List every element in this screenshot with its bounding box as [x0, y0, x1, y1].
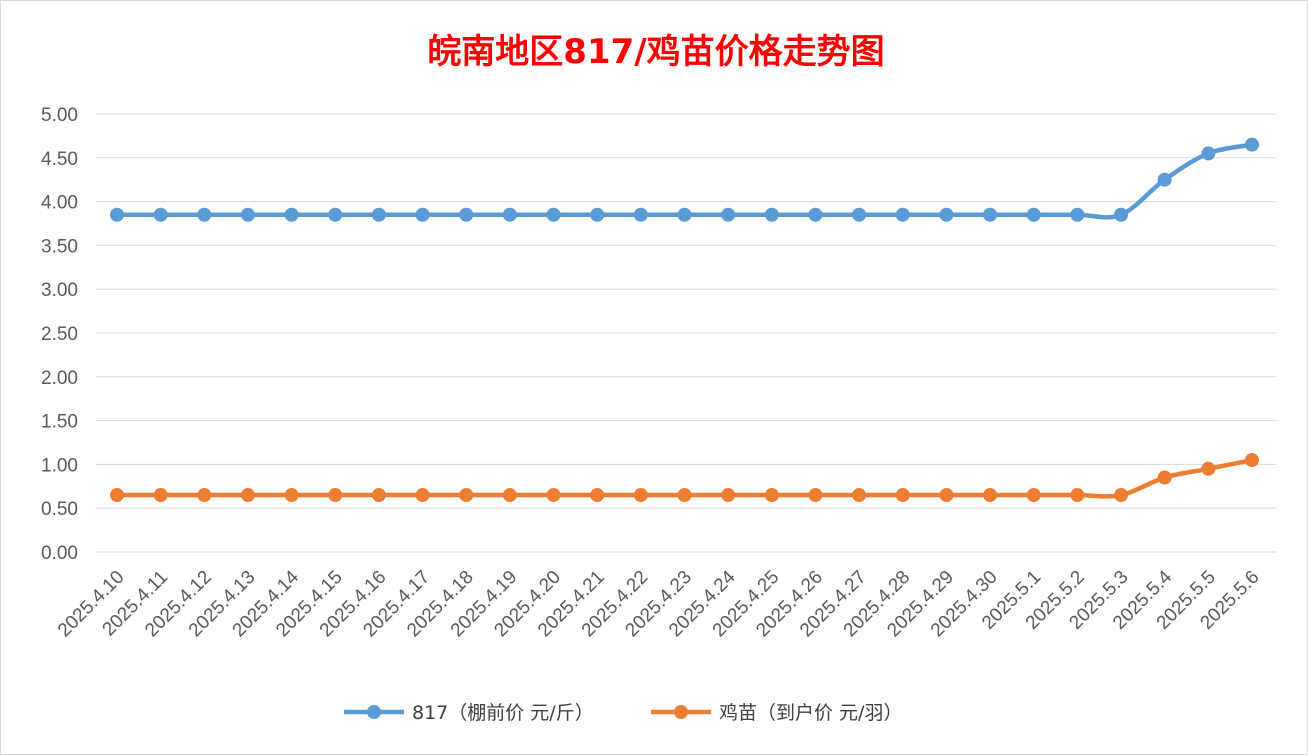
data-point [284, 207, 299, 222]
data-point [808, 207, 823, 222]
data-point [1157, 470, 1172, 485]
series-line [117, 142, 1253, 220]
data-point [1245, 137, 1259, 152]
data-point [852, 207, 867, 222]
data-point [764, 207, 779, 222]
data-point [1245, 453, 1259, 468]
data-point [110, 207, 124, 222]
series-2 [110, 453, 1259, 503]
data-point [1026, 488, 1041, 503]
data-point [633, 488, 648, 503]
y-tick-label: 2.50 [41, 324, 78, 345]
data-point [764, 488, 779, 503]
data-point [852, 488, 867, 503]
data-point [590, 207, 605, 222]
data-point [1114, 207, 1129, 222]
data-point [721, 207, 736, 222]
y-tick-label: 4.50 [41, 149, 78, 170]
data-point [1070, 488, 1085, 503]
data-point [371, 207, 386, 222]
y-tick-label: 2.00 [41, 368, 78, 389]
data-point [808, 488, 823, 503]
legend-label: 817（棚前价 元/斤） [412, 702, 594, 724]
data-point [328, 488, 343, 503]
data-point [546, 207, 561, 222]
y-tick-label: 5.00 [41, 105, 78, 126]
data-point [590, 488, 605, 503]
data-point [633, 207, 648, 222]
legend: 817（棚前价 元/斤） 鸡苗（到户价 元/羽） [344, 702, 902, 724]
data-point [502, 488, 517, 503]
series-lines [110, 137, 1259, 503]
series-1 [110, 137, 1259, 222]
data-point [153, 488, 168, 503]
data-point [459, 488, 474, 503]
gridlines [96, 113, 1276, 553]
data-point [677, 488, 692, 503]
y-tick-label: 3.50 [41, 236, 78, 257]
y-tick-label: 4.00 [41, 193, 78, 214]
data-point [240, 488, 255, 503]
y-tick-label: 1.50 [41, 412, 78, 433]
data-point [895, 207, 910, 222]
y-tick-label: 1.00 [41, 455, 78, 476]
data-point [197, 488, 212, 503]
data-point [284, 488, 299, 503]
y-axis-ticks: 0.00 0.50 1.00 1.50 2.00 2.50 3.00 3.50 4.00 4.50… [41, 105, 78, 564]
y-tick-label: 0.50 [41, 499, 78, 520]
x-axis-ticks: 2025.4.102025.4.112025.4.122025.4.132025… [54, 566, 1264, 641]
data-point [1201, 146, 1216, 161]
data-point [110, 488, 124, 503]
data-point [415, 207, 430, 222]
data-point [939, 488, 954, 503]
y-tick-label: 0.00 [41, 543, 78, 564]
data-point [415, 488, 430, 503]
y-tick-label: 3.00 [41, 280, 78, 301]
data-point [983, 488, 998, 503]
data-point [1114, 488, 1129, 503]
data-point [939, 207, 954, 222]
data-point [721, 488, 736, 503]
legend-point-marker [674, 705, 688, 719]
legend-point-marker [367, 705, 381, 719]
chart-title: 皖南地区817/鸡苗价格走势图 [427, 32, 884, 72]
data-point [895, 488, 910, 503]
data-point [1201, 461, 1216, 476]
legend-label: 鸡苗（到户价 元/羽） [719, 702, 902, 724]
data-point [459, 207, 474, 222]
data-point [197, 207, 212, 222]
data-point [546, 488, 561, 503]
data-point [153, 207, 168, 222]
data-point [983, 207, 998, 222]
data-point [371, 488, 386, 503]
data-point [1026, 207, 1041, 222]
data-point [328, 207, 343, 222]
data-point [1157, 172, 1172, 187]
data-point [240, 207, 255, 222]
data-point [502, 207, 517, 222]
data-point [1070, 207, 1085, 222]
data-point [677, 207, 692, 222]
